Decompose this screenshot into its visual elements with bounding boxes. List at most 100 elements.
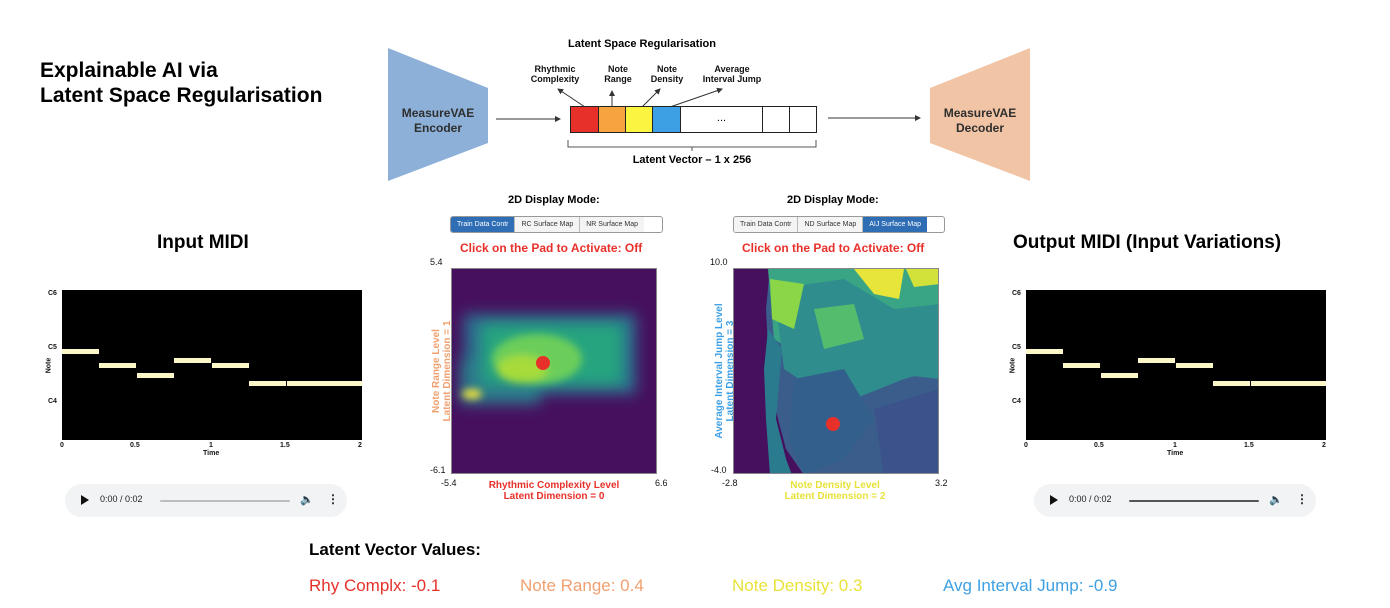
pad1-tab-train-data[interactable]: Train Data Contr	[451, 217, 516, 232]
pad1-canvas[interactable]	[451, 268, 657, 474]
output-audio-seek[interactable]	[1129, 500, 1259, 502]
encoder-label: MeasureVAE Encoder	[388, 106, 488, 136]
pad2-xmin: -2.8	[722, 478, 738, 488]
note-4	[174, 358, 211, 363]
pad1-status: Click on the Pad to Activate: Off	[460, 241, 643, 255]
annotation-rc-line-1: Rhythmic	[534, 64, 576, 74]
output-ytick-c6: C6	[1012, 290, 1021, 297]
pad2-xmax: 3.2	[935, 478, 948, 488]
input-audio-seek[interactable]	[160, 500, 290, 502]
diagram-heading: Latent Space Regularisation	[568, 38, 716, 50]
pad2-ylabel: Average Interval Jump Level Latent Dimen…	[714, 286, 736, 456]
pad1-tab-nr-surface[interactable]: NR Surface Map	[580, 217, 644, 232]
volume-icon[interactable]: 🔈	[300, 494, 314, 506]
output-ylabel: Note	[1009, 357, 1017, 374]
output-roll-canvas	[1026, 290, 1326, 440]
output-xtick-0: 0	[1024, 442, 1028, 449]
pad2-cursor-dot[interactable]	[826, 417, 840, 431]
annotation-aij-line-1: Average	[714, 64, 750, 74]
decoder-label-line-2: Decoder	[955, 121, 1005, 135]
pad1-tab-rc-surface[interactable]: RC Surface Map	[515, 217, 581, 232]
latent-value-note-range: Note Range: 0.4	[520, 576, 644, 595]
pad2-surface-map	[764, 269, 938, 473]
output-midi-title: Output MIDI (Input Variations)	[1013, 232, 1282, 253]
pad2-ylabel-line-1: Average Interval Jump Level	[714, 303, 725, 439]
note-1	[1026, 349, 1063, 354]
annotation-nr-line-2: Range	[604, 74, 632, 84]
pad1-heatmap	[460, 314, 636, 404]
annotation-avg-interval-jump: Average Interval Jump	[694, 64, 770, 84]
note-4	[1138, 358, 1175, 363]
diagram-arrows	[496, 87, 921, 151]
annotation-aij-line-2: Interval Jump	[702, 74, 762, 84]
input-xtick-2: 2	[358, 442, 362, 449]
encoder-label-line-2: Encoder	[413, 121, 462, 135]
input-piano-roll: C6 C5 C4 Note 0 0.5 1 1.5 2 Time	[40, 282, 370, 462]
page-title: Explainable AI via Latent Space Regulari…	[40, 58, 322, 108]
play-icon[interactable]	[1050, 495, 1058, 505]
annotation-note-density: Note Density	[644, 64, 690, 84]
output-xtick-15: 1.5	[1244, 442, 1254, 449]
play-icon[interactable]	[81, 495, 89, 505]
title-line-2: Latent Space Regularisation	[40, 84, 323, 107]
note-2	[99, 363, 136, 368]
pad1-xmin: -5.4	[441, 478, 457, 488]
annotation-rc-line-2: Complexity	[530, 74, 580, 84]
pad1-ylabel: Note Range Level Latent Dimension = 1	[431, 291, 453, 451]
latent-values-title: Latent Vector Values:	[309, 540, 481, 559]
annotation-nr-line-1: Note	[608, 64, 628, 74]
input-midi-title: Input MIDI	[157, 232, 249, 253]
pad1-xmax: 6.6	[655, 478, 668, 488]
lv-cell-avg-interval-jump	[652, 106, 681, 133]
pad2-status: Click on the Pad to Activate: Off	[742, 241, 925, 255]
output-audio-time: 0:00 / 0:02	[1069, 494, 1112, 504]
lv-cell-rhythmic-complexity	[570, 106, 599, 133]
pad1-ylabel-line-2: Latent Dimension = 1	[442, 320, 453, 422]
pad1-ylabel-line-1: Note Range Level	[431, 329, 442, 413]
note-6	[249, 381, 286, 386]
pad1-xlabel: Rhythmic Complexity Level Latent Dimensi…	[454, 480, 654, 502]
pad1-cursor-dot[interactable]	[536, 356, 550, 370]
input-xtick-1: 1	[209, 442, 213, 449]
pad1-mode-title: 2D Display Mode:	[508, 194, 600, 206]
output-xtick-05: 0.5	[1094, 442, 1104, 449]
pad2-canvas[interactable]	[733, 268, 939, 474]
lv-cell-rest: ...	[680, 106, 763, 133]
architecture-diagram: MeasureVAE Encoder MeasureVAE Decoder La…	[0, 0, 1390, 181]
pad2-ymax: 10.0	[710, 257, 728, 267]
pad1-ymin: -6.1	[430, 465, 446, 475]
output-xtick-2: 2	[1322, 442, 1326, 449]
pad2-tab-aij-surface[interactable]: AIJ Surface Map	[863, 217, 927, 232]
output-ytick-c5: C5	[1012, 344, 1021, 351]
volume-icon[interactable]: 🔈	[1269, 494, 1283, 506]
input-xtick-15: 1.5	[280, 442, 290, 449]
output-ytick-c4: C4	[1012, 398, 1021, 405]
input-xtick-05: 0.5	[130, 442, 140, 449]
pad2-mode-tabs: Train Data Contr ND Surface Map AIJ Surf…	[733, 216, 945, 233]
latent-value-rhy-complx: Rhy Complx: -0.1	[309, 576, 441, 595]
annotation-nd-line-2: Density	[650, 74, 684, 84]
more-options-icon[interactable]: ⋮	[327, 492, 339, 506]
output-xlabel: Time	[1167, 450, 1184, 457]
output-audio-player: 0:00 / 0:02 🔈 ⋮	[1034, 484, 1316, 517]
decoder-label-line-1: MeasureVAE	[943, 106, 1017, 120]
more-options-icon[interactable]: ⋮	[1296, 492, 1308, 506]
pad2-tab-train-data[interactable]: Train Data Contr	[734, 217, 799, 232]
output-piano-roll: C6 C5 C4 Note 0 0.5 1 1.5 2 Time	[1004, 282, 1334, 462]
input-ytick-c4: C4	[48, 398, 57, 405]
note-6	[1213, 381, 1250, 386]
input-ytick-c6: C6	[48, 290, 57, 297]
lv-ellipsis: ...	[716, 112, 727, 124]
encoder-label-line-1: MeasureVAE	[401, 106, 475, 120]
pad2-tab-nd-surface[interactable]: ND Surface Map	[798, 217, 864, 232]
pad2-ylabel-line-2: Latent Dimension = 3	[725, 320, 736, 422]
pad2-xlabel-line-2: Latent Dimension = 2	[784, 491, 886, 502]
note-7	[287, 381, 362, 386]
output-xtick-1: 1	[1173, 442, 1177, 449]
input-audio-time: 0:00 / 0:02	[100, 494, 143, 504]
decoder-shape	[930, 48, 1030, 181]
latent-value-avg-interval-jump: Avg Interval Jump: -0.9	[943, 576, 1118, 595]
lv-cell-note-density	[625, 106, 653, 133]
note-5	[1176, 363, 1213, 368]
input-xlabel: Time	[203, 450, 220, 457]
